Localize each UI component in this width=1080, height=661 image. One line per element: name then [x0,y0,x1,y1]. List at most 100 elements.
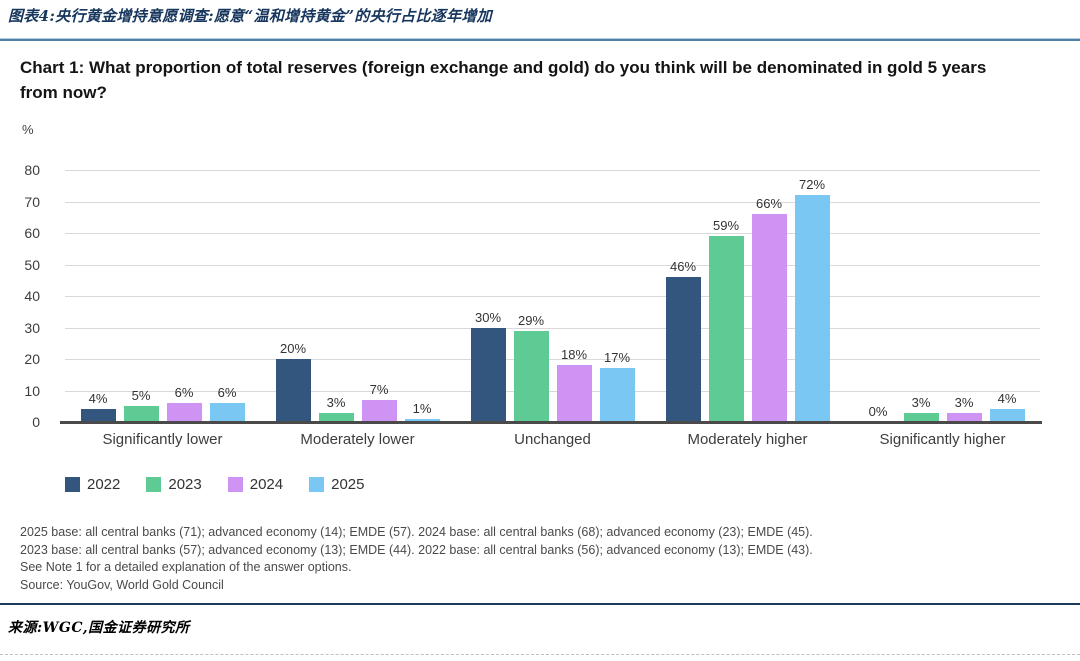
y-tick-label: 70 [24,193,40,210]
bar-value-label: 66% [755,196,783,212]
bar-value-label: 5% [131,388,151,404]
figure-title: 图表4:央行黄金增持意愿调查:愿意“温和增持黄金”的央行占比逐年增加 [8,7,492,25]
bar-2024-significantly-lower [166,403,202,422]
bar-value-label: 3% [911,394,931,410]
bar-group-moderately-lower: 20% 3% 7% 1% [260,170,455,422]
bar-2025-significantly-higher [989,409,1025,422]
bar-value-label: 29% [517,312,545,328]
category-labels: Significantly lower Moderately lower Uncha… [65,431,1040,448]
page-bottom-dashed-line [0,654,1080,655]
footnote-line: 2023 base: all central banks (57); advan… [20,542,813,557]
bar-wrap: 29% [513,312,549,422]
bar-wrap: 59% [708,218,744,422]
legend-swatch-2023 [146,477,162,492]
footnote-line: Source: YouGov, World Gold Council [20,577,224,592]
bar-2023-moderately-higher [708,236,744,422]
category-label-moderately-higher: Moderately higher [687,431,808,448]
bar-2022-significantly-lower [80,409,116,422]
bar-wrap: 3% [946,394,982,422]
legend-item-2025: 2025 [309,476,365,493]
bar-value-label: 4% [997,391,1017,407]
footer-divider [0,603,1080,605]
bar-2023-significantly-higher [903,412,939,422]
bar-wrap: 6% [209,385,245,422]
bar-wrap: 7% [361,381,397,422]
bar-value-label: 3% [326,394,346,410]
footnote-line: 2025 base: all central banks (71); advan… [20,525,813,539]
legend-item-2022: 2022 [65,476,120,493]
legend-label: 2024 [249,476,284,493]
bar-value-label: 46% [669,259,697,275]
bar-wrap: 0% [861,404,896,422]
gridline [65,201,1040,203]
bar-2023-moderately-lower [318,412,354,422]
legend-swatch-2024 [227,477,243,492]
gridline [65,233,1040,234]
bar-value-label: 1% [412,400,432,416]
x-axis-line [60,421,1042,424]
legend-item-2023: 2023 [146,476,202,493]
legend-label: 2025 [331,476,365,493]
gridline [65,359,1040,360]
y-tick-label: 80 [24,162,40,178]
source-note: 来源:WGC,国金证券研究所 [8,620,190,636]
bar-group-moderately-higher: 46% 59% 66% 72% [650,170,845,422]
plot-area [65,170,1040,422]
gridline [65,390,1040,392]
bar-groups: 4% 5% 6% 6% 20% 3% 7% 1% 30% 29% 18% 17% 46% 59% 66% 72… [65,170,1040,422]
bar-wrap: 18% [556,347,592,422]
header-divider [0,38,1080,41]
bar-wrap: 4% [80,391,116,422]
bar-2022-unchanged [470,327,506,422]
bar-wrap: 30% [470,309,506,422]
bar-value-label: 59% [712,218,740,234]
bar-group-significantly-higher: 0% 3% 3% 4% [845,170,1040,422]
bar-wrap: 20% [275,341,311,422]
legend-item-2024: 2024 [227,476,284,493]
bar-value-label: 4% [88,391,108,407]
bar-2022-moderately-lower [275,359,311,422]
y-tick-label: 10 [24,382,40,399]
chart-title: Chart 1: What proportion of total reserv… [20,58,987,102]
bar-wrap: 1% [404,400,440,422]
bar-2025-moderately-higher [794,195,830,422]
bar-value-label: 6% [217,385,237,401]
category-label-significantly-lower: Significantly lower [102,431,223,448]
bar-wrap: 72% [794,177,830,422]
category-label-significantly-higher: Significantly higher [879,431,1006,448]
bar-2023-significantly-lower [123,406,159,422]
legend-label: 2022 [87,476,121,493]
bar-2023-unchanged [513,330,549,422]
bar-wrap: 5% [123,388,159,422]
bar-2024-unchanged [556,365,592,422]
bar-wrap: 3% [318,394,354,422]
bar-value-label: 20% [279,341,307,356]
bar-wrap: 6% [166,385,202,422]
bar-2024-moderately-lower [361,399,397,422]
bar-value-label: 72% [798,177,826,193]
bar-value-label: 18% [560,347,588,363]
y-tick-label: 20 [24,351,40,367]
gridline [65,170,1040,171]
y-tick-label: 40 [24,288,40,304]
footnote-line: See Note 1 for a detailed explanation of… [20,560,352,574]
y-tick-label: 30 [24,319,40,336]
legend-swatch-2025 [309,477,325,492]
bar-2025-unchanged [599,368,635,422]
bar-wrap: 17% [599,350,635,422]
bar-2024-significantly-higher [946,412,982,422]
gridline [65,327,1040,329]
y-tick-label: 60 [24,225,40,241]
chart-footnotes: 2025 base: all central banks (71); advan… [20,524,1070,594]
legend-swatch-2022 [65,477,80,492]
bar-group-significantly-lower: 4% 5% 6% 6% [65,170,260,422]
bar-value-label: 6% [174,385,194,401]
bar-value-label: 7% [369,381,389,397]
bar-value-label: 0% [868,404,888,419]
bar-value-label: 17% [603,350,631,366]
bar-value-label: 3% [954,394,974,410]
bar-wrap: 66% [751,196,787,422]
bar-value-label: 30% [474,309,502,325]
bar-wrap: 46% [665,259,701,422]
